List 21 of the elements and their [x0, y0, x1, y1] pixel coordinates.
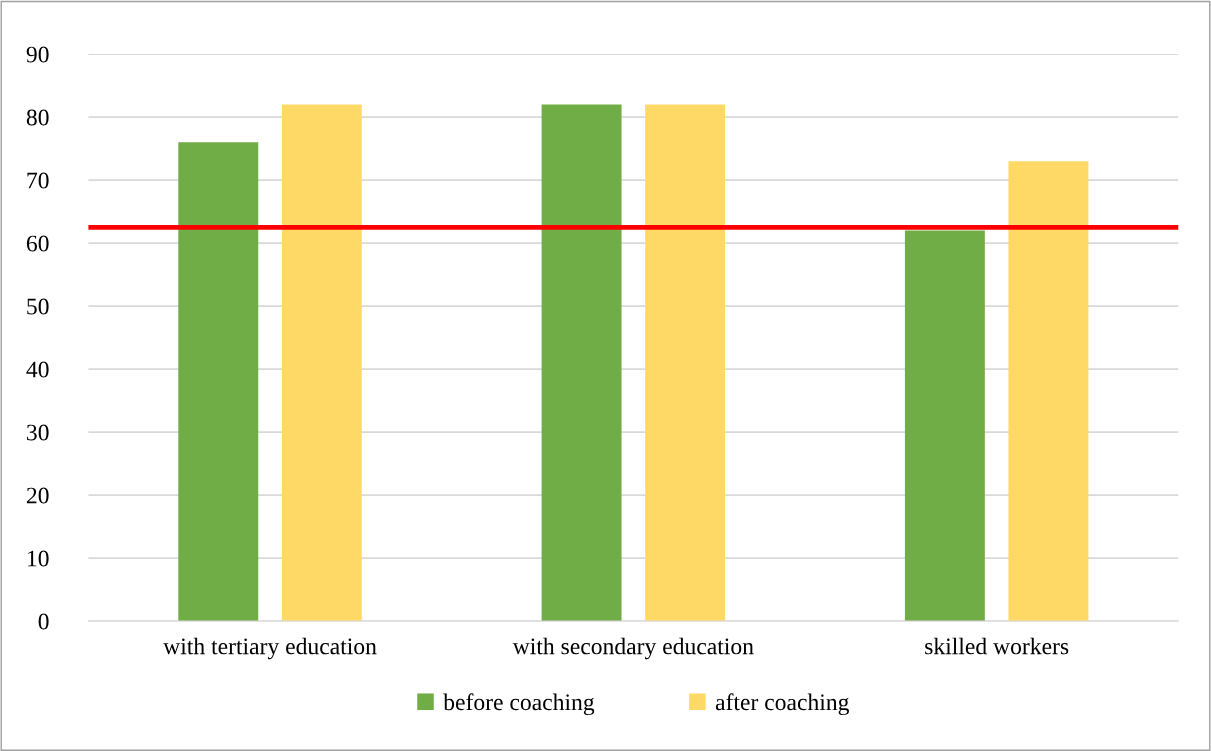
- y-tick-label: 20: [26, 487, 49, 504]
- y-tick-label: 10: [27, 550, 49, 567]
- bar: [645, 104, 726, 622]
- x-tick-label: skilled workers: [925, 637, 1069, 655]
- y-tick-label: 50: [27, 298, 49, 315]
- y-tick-label: 40: [26, 361, 49, 378]
- bar: [178, 142, 259, 622]
- y-tick-label: 80: [26, 109, 49, 126]
- bar: [281, 104, 362, 622]
- y-tick-label: 60: [26, 235, 49, 252]
- y-tick-label: 90: [26, 46, 49, 63]
- bar: [541, 104, 622, 622]
- x-tick-label: with tertiary education: [163, 637, 377, 660]
- legend-label: before coaching: [443, 693, 595, 716]
- x-tick-label: with secondary education: [512, 637, 754, 660]
- bar: [904, 230, 985, 622]
- y-tick-label: 30: [27, 424, 49, 441]
- y-tick-label: 70: [27, 172, 49, 189]
- bar: [1008, 161, 1089, 622]
- y-tick-label: 0: [38, 613, 49, 630]
- legend-label: after coaching: [715, 693, 849, 716]
